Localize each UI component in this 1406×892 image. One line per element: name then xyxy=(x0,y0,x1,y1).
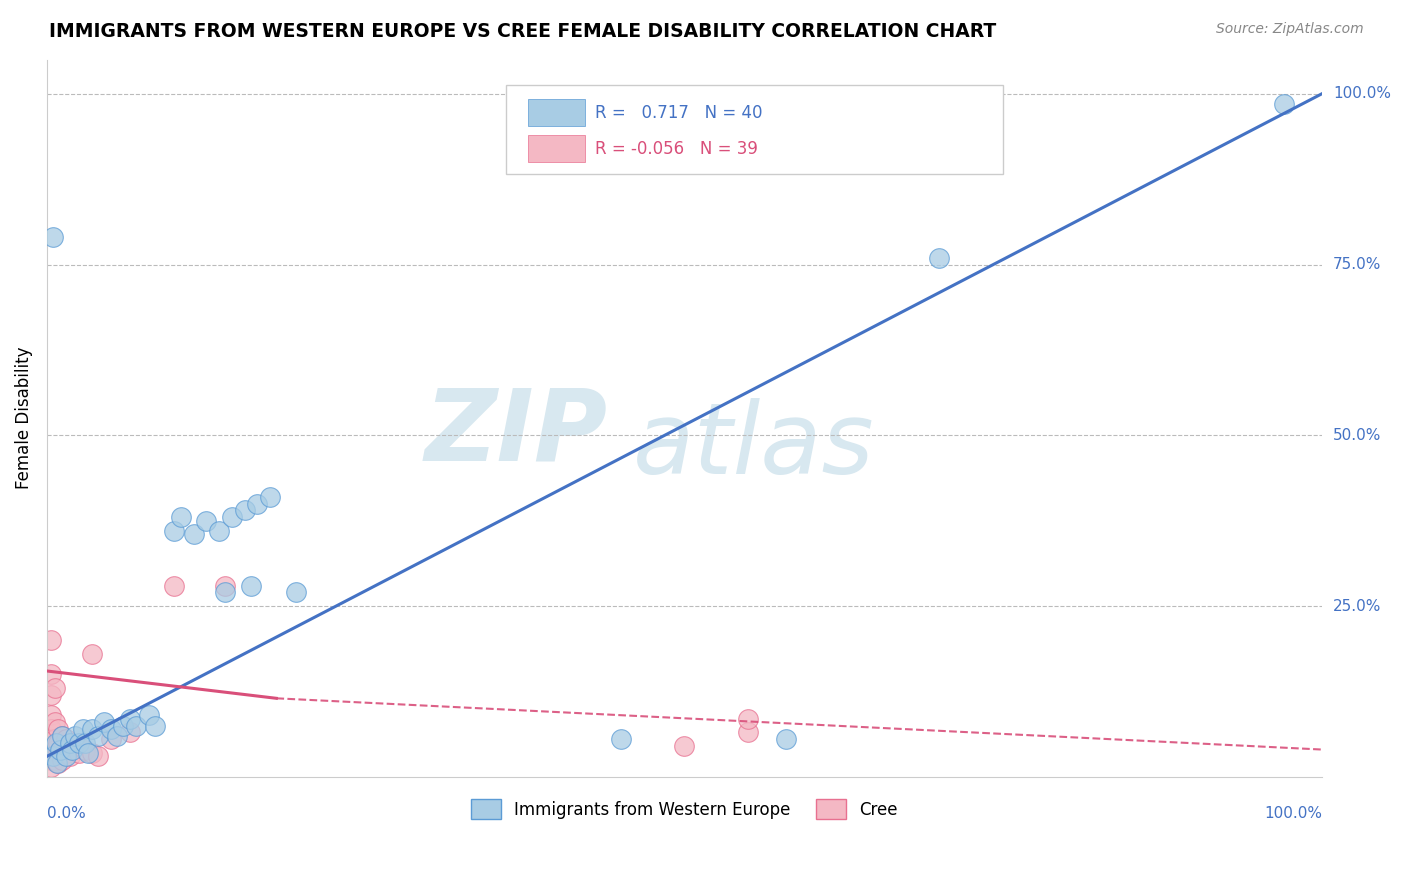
Point xyxy=(239,578,262,592)
Point xyxy=(143,718,166,732)
Text: 25.0%: 25.0% xyxy=(1333,599,1381,614)
Point xyxy=(183,527,205,541)
Point xyxy=(163,524,186,538)
Point xyxy=(51,753,73,767)
Point xyxy=(42,230,65,244)
Text: 50.0%: 50.0% xyxy=(1333,428,1381,442)
Point xyxy=(44,742,66,756)
Point xyxy=(208,524,231,538)
Point xyxy=(59,736,82,750)
Point xyxy=(928,251,950,265)
Point xyxy=(48,756,70,771)
Point xyxy=(48,746,70,760)
Point xyxy=(59,749,82,764)
Point xyxy=(51,729,73,743)
Point xyxy=(39,667,62,681)
Point xyxy=(118,712,141,726)
Point xyxy=(80,722,103,736)
Point xyxy=(39,688,62,702)
Point xyxy=(775,732,797,747)
Text: R = -0.056   N = 39: R = -0.056 N = 39 xyxy=(595,139,758,158)
Text: IMMIGRANTS FROM WESTERN EUROPE VS CREE FEMALE DISABILITY CORRELATION CHART: IMMIGRANTS FROM WESTERN EUROPE VS CREE F… xyxy=(49,22,997,41)
Text: atlas: atlas xyxy=(633,399,875,495)
Point xyxy=(44,753,66,767)
Point xyxy=(170,510,193,524)
Point xyxy=(39,732,62,747)
Point xyxy=(39,633,62,648)
Point xyxy=(45,736,67,750)
Point xyxy=(39,722,62,736)
Point xyxy=(44,732,66,747)
Point xyxy=(42,749,65,764)
Text: 100.0%: 100.0% xyxy=(1333,87,1391,102)
Point xyxy=(48,742,70,756)
Text: ZIP: ZIP xyxy=(425,384,607,481)
Point xyxy=(51,742,73,756)
Point xyxy=(118,725,141,739)
Point xyxy=(39,708,62,723)
Text: 75.0%: 75.0% xyxy=(1333,257,1381,272)
Point xyxy=(39,753,62,767)
Point xyxy=(214,585,236,599)
Point xyxy=(105,729,128,743)
Point xyxy=(246,497,269,511)
Point xyxy=(125,718,148,732)
Point xyxy=(72,722,94,736)
Point xyxy=(673,739,696,753)
Point xyxy=(39,746,62,760)
Point xyxy=(221,510,243,524)
Point xyxy=(75,736,97,750)
Point xyxy=(55,749,77,764)
Point xyxy=(233,503,256,517)
Point xyxy=(609,732,631,747)
Point xyxy=(67,736,90,750)
Text: 0.0%: 0.0% xyxy=(46,805,86,821)
Point xyxy=(63,739,86,753)
Point xyxy=(87,729,110,743)
FancyBboxPatch shape xyxy=(527,135,585,162)
Point xyxy=(39,759,62,773)
Point xyxy=(63,729,86,743)
Point xyxy=(60,742,83,756)
Point xyxy=(1272,97,1295,112)
Point xyxy=(214,578,236,592)
Point xyxy=(48,736,70,750)
Point xyxy=(100,732,122,747)
Point xyxy=(55,746,77,760)
Point xyxy=(48,722,70,736)
Point xyxy=(76,746,98,760)
Point xyxy=(737,725,759,739)
Text: 100.0%: 100.0% xyxy=(1264,805,1322,821)
Point xyxy=(44,715,66,730)
Y-axis label: Female Disability: Female Disability xyxy=(15,347,32,490)
FancyBboxPatch shape xyxy=(506,85,1002,174)
Point xyxy=(55,732,77,747)
Point xyxy=(51,729,73,743)
Point xyxy=(67,746,90,760)
Point xyxy=(163,578,186,592)
FancyBboxPatch shape xyxy=(527,99,585,127)
Legend: Immigrants from Western Europe, Cree: Immigrants from Western Europe, Cree xyxy=(464,792,904,826)
Text: R =   0.717   N = 40: R = 0.717 N = 40 xyxy=(595,103,762,121)
Point xyxy=(80,746,103,760)
Point xyxy=(39,739,62,753)
Point xyxy=(75,742,97,756)
Point xyxy=(100,722,122,736)
Point xyxy=(93,715,115,730)
Point xyxy=(44,681,66,695)
Point xyxy=(138,708,160,723)
Point xyxy=(87,749,110,764)
Point xyxy=(259,490,281,504)
Point xyxy=(112,718,135,732)
Point xyxy=(284,585,307,599)
Point xyxy=(737,712,759,726)
Point xyxy=(46,756,69,771)
Text: Source: ZipAtlas.com: Source: ZipAtlas.com xyxy=(1216,22,1364,37)
Point xyxy=(195,514,218,528)
Point xyxy=(59,736,82,750)
Point xyxy=(80,647,103,661)
